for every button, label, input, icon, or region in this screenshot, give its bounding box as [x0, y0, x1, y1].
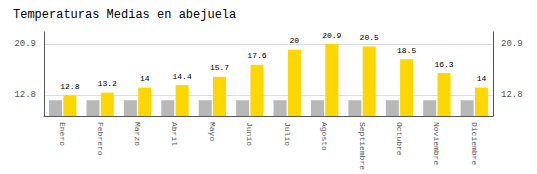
svg-text:15.7: 15.7 [210, 63, 229, 72]
svg-text:Agosto: Agosto [320, 122, 329, 151]
svg-text:16.3: 16.3 [434, 60, 453, 69]
svg-text:Julio: Julio [283, 122, 292, 146]
svg-text:20.9: 20.9 [14, 39, 36, 49]
svg-text:20: 20 [290, 36, 300, 45]
svg-text:13.2: 13.2 [98, 79, 117, 88]
svg-text:20.9: 20.9 [322, 31, 341, 40]
svg-text:14.4: 14.4 [173, 72, 192, 81]
svg-text:Noviembre: Noviembre [432, 122, 441, 165]
svg-text:20.5: 20.5 [360, 33, 379, 42]
svg-text:Abril: Abril [170, 122, 179, 146]
svg-text:Febrero: Febrero [96, 122, 105, 156]
svg-text:Marzo: Marzo [133, 122, 142, 146]
svg-text:12.8: 12.8 [14, 90, 36, 100]
svg-text:Temperaturas Medias en abejuel: Temperaturas Medias en abejuela [13, 8, 236, 22]
svg-text:Septiembre: Septiembre [358, 122, 367, 170]
svg-text:Enero: Enero [58, 122, 67, 146]
svg-text:14: 14 [477, 74, 487, 83]
svg-text:Octubre: Octubre [395, 122, 404, 156]
svg-text:18.5: 18.5 [397, 46, 416, 55]
svg-text:20.9: 20.9 [501, 39, 523, 49]
svg-text:Mayo: Mayo [208, 122, 217, 141]
svg-text:Junio: Junio [245, 122, 254, 146]
svg-text:17.6: 17.6 [247, 51, 266, 60]
svg-text:Diciembre: Diciembre [470, 122, 479, 165]
svg-text:12.8: 12.8 [501, 90, 523, 100]
svg-text:14: 14 [140, 74, 150, 83]
svg-text:12.8: 12.8 [60, 82, 79, 91]
